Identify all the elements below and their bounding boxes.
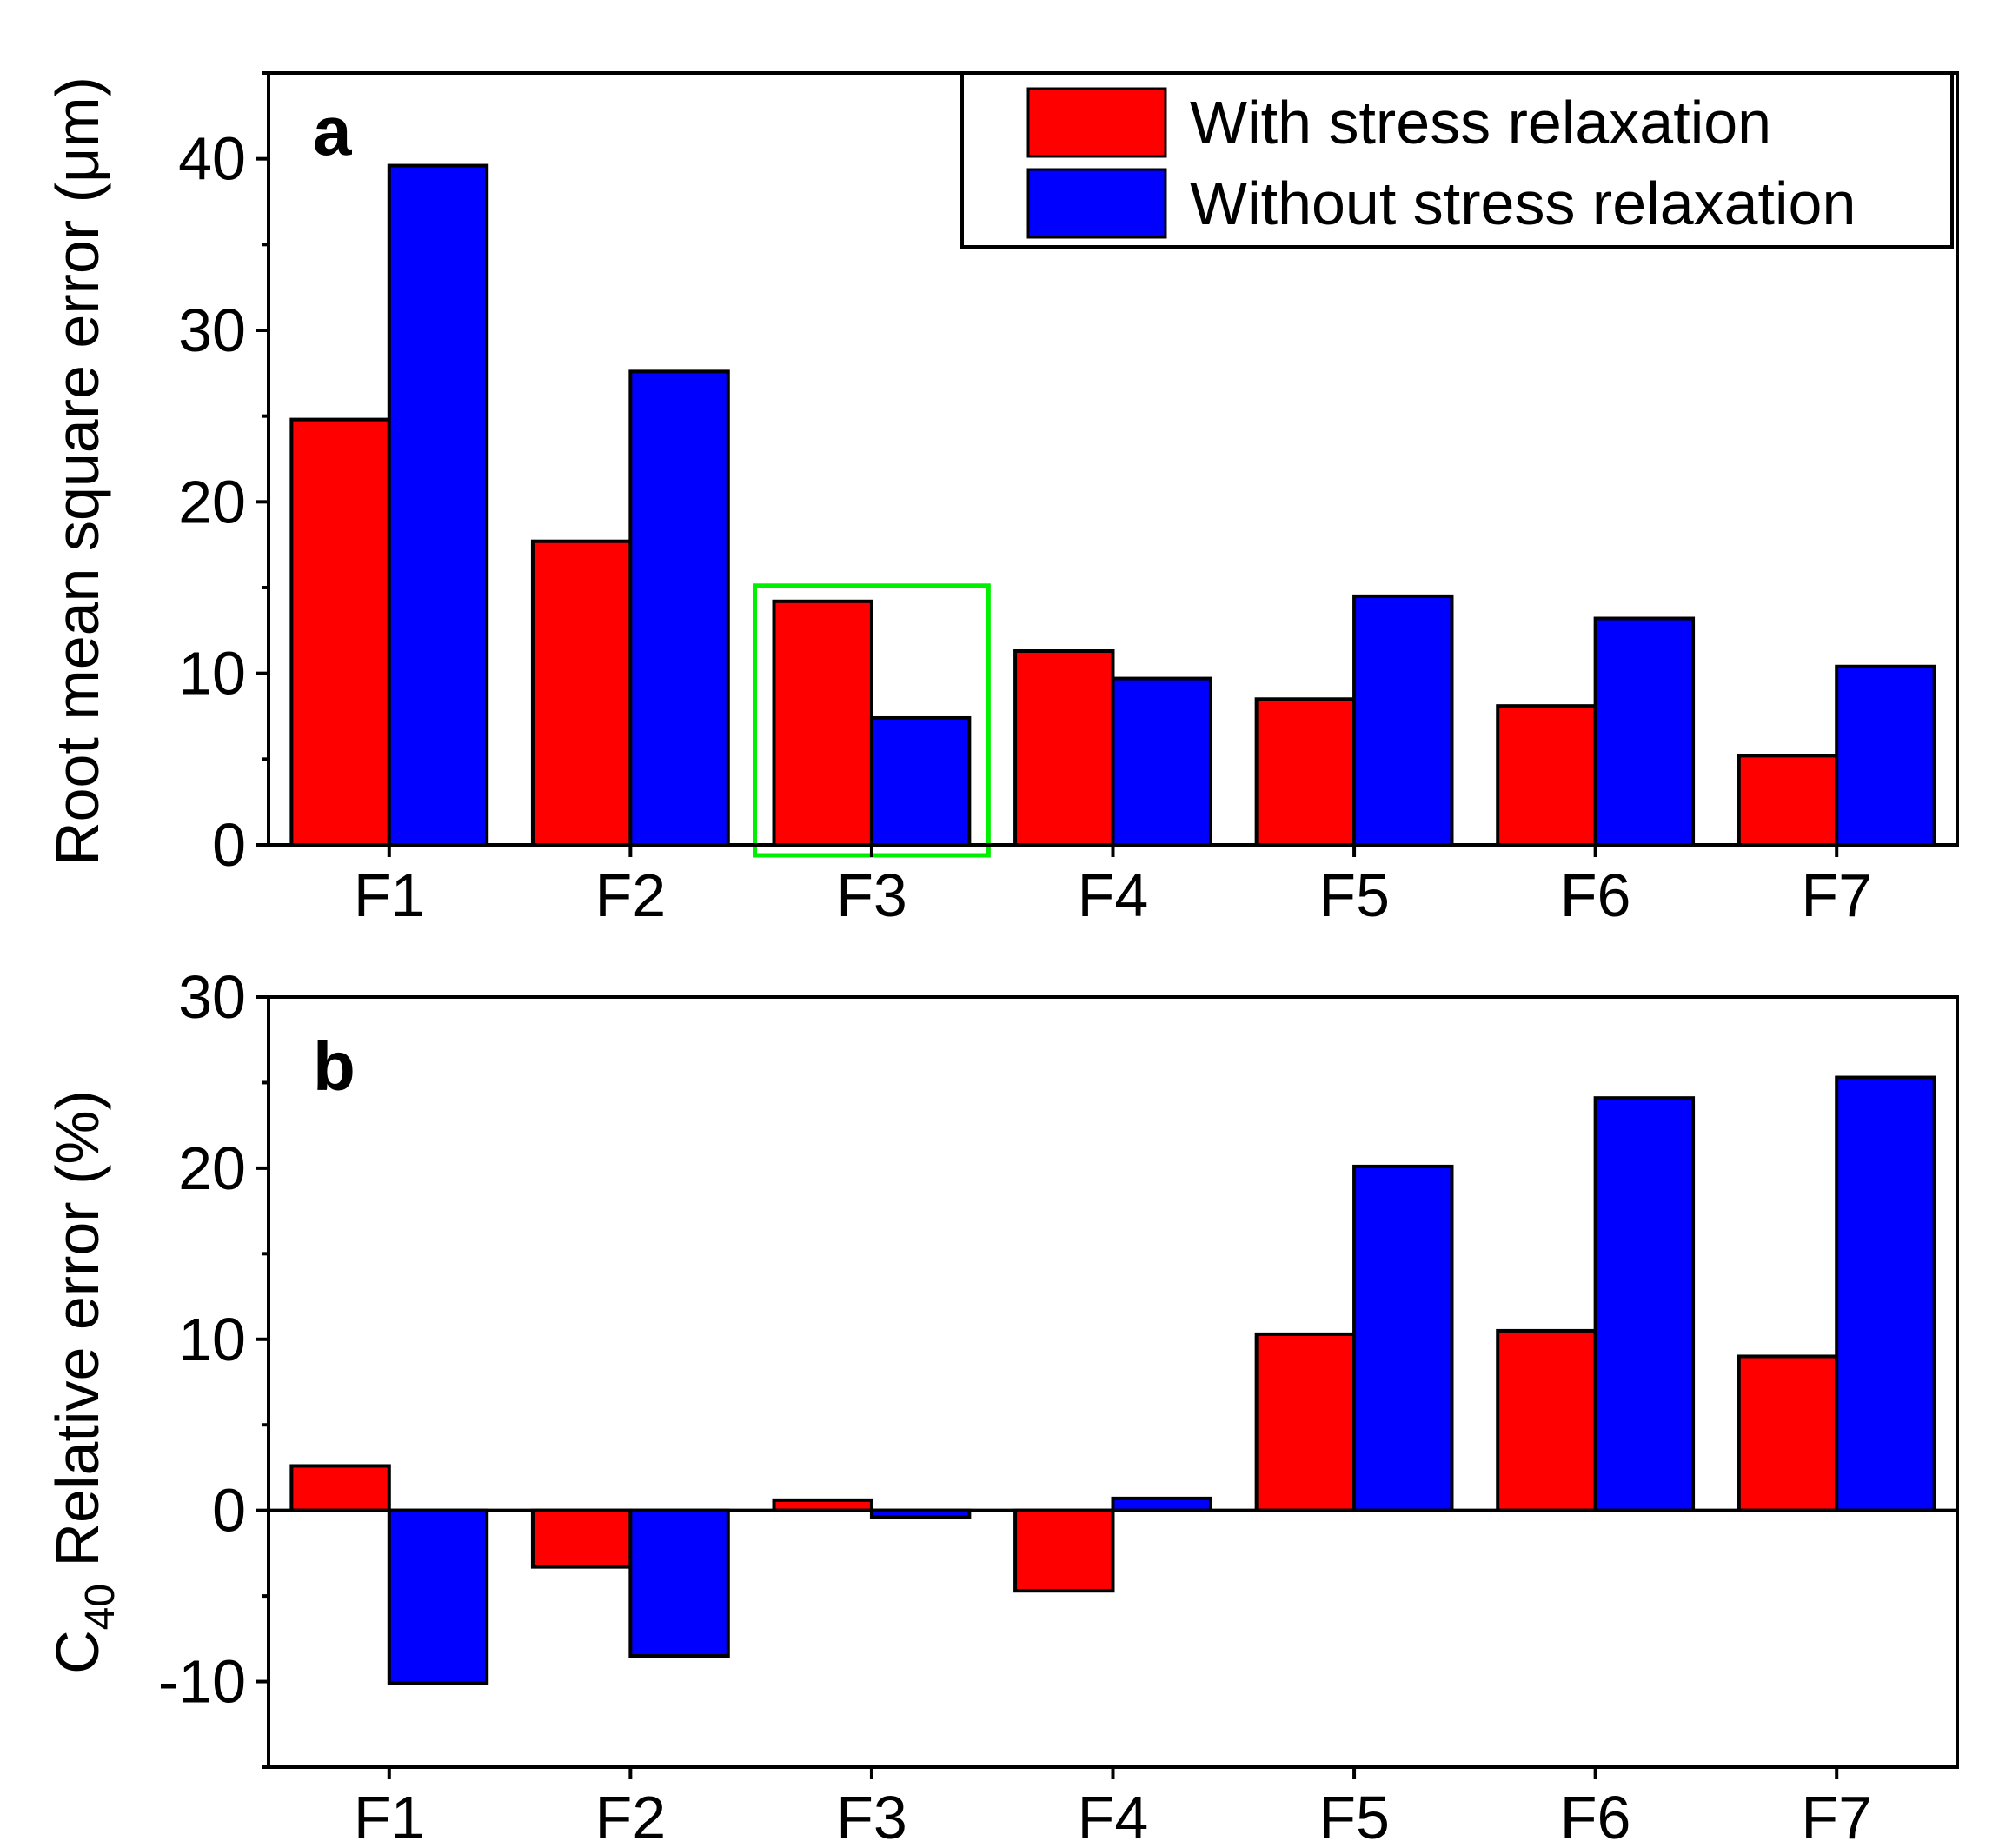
a-x-tick-label-f1: F1: [354, 861, 425, 929]
b-bar-f4-with: [1013, 1508, 1115, 1593]
a-bar-f3-with: [772, 599, 873, 848]
b-y-tick-label: -10: [158, 1648, 246, 1716]
a-bar-f6-with: [1496, 704, 1597, 847]
a-y-tick-label: 0: [212, 811, 246, 879]
b-bar-f6-with: [1496, 1328, 1597, 1512]
b-y-tick-label: 10: [178, 1306, 246, 1373]
a-bar-f5-without: [1352, 594, 1454, 847]
panel-a-y-axis-title: Root mean square error (μm): [43, 76, 111, 866]
a-y-tick-label: 40: [178, 125, 246, 193]
panel-b-y-axis-title-sub: 40: [77, 1584, 123, 1630]
panel-b-chart: -10 0 10 20 30 F1 F2 F3 F4 F5 F6 F7 b C40 Relative…: [43, 963, 1959, 1848]
legend-label-with: With stress relaxation: [1190, 89, 1771, 156]
b-x-tick-label-f2: F2: [595, 1784, 667, 1848]
a-bar-f7-without: [1835, 664, 1936, 847]
a-y-tick-label: 30: [178, 296, 246, 364]
a-bar-f2-with: [530, 539, 633, 847]
panel-b-letter: b: [313, 1027, 355, 1105]
b-bar-f2-without: [628, 1508, 730, 1659]
legend: With stress relaxation Without stress re…: [960, 71, 1954, 249]
b-bar-f7-with: [1737, 1354, 1839, 1512]
panel-b-bars: [289, 1075, 1936, 1685]
panel-b-y-axis-title-c: C: [43, 1630, 111, 1674]
panel-b-x-axis: F1 F2 F3 F4 F5 F6 F7: [354, 1767, 1872, 1848]
panel-b-frame: [267, 995, 1959, 1769]
panel-a-frame: [267, 71, 1959, 847]
a-bar-f1-with: [289, 417, 391, 847]
a-x-tick-label-f6: F6: [1560, 861, 1631, 929]
panel-b-y-axis: -10 0 10 20 30: [158, 963, 269, 1769]
b-bar-f7-without: [1835, 1075, 1936, 1512]
b-x-tick-label-f4: F4: [1078, 1784, 1149, 1848]
a-x-tick-label-f4: F4: [1078, 861, 1149, 929]
a-x-tick-label-f3: F3: [836, 861, 907, 929]
b-bar-f5-with: [1254, 1332, 1357, 1512]
b-y-tick-label: 0: [212, 1477, 246, 1545]
b-bar-f4-without: [1111, 1496, 1212, 1512]
panel-a-chart: 0 10 20 30 40 F1 F2 F3 F4 F5 F6 F7 a Root mean squ…: [43, 71, 1959, 929]
a-bar-f2-without: [628, 369, 730, 847]
a-bar-f3-without: [869, 715, 972, 847]
a-bar-f1-without: [387, 163, 489, 847]
a-bar-f5-with: [1254, 697, 1357, 847]
b-x-tick-label-f5: F5: [1318, 1784, 1390, 1848]
panel-a-x-axis: F1 F2 F3 F4 F5 F6 F7: [354, 845, 1872, 929]
a-y-tick-label: 20: [178, 468, 246, 535]
b-bar-f1-without: [387, 1508, 489, 1685]
b-bar-f2-with: [530, 1508, 633, 1569]
legend-swatch-without: [1026, 168, 1167, 239]
a-bar-f6-without: [1593, 616, 1696, 848]
panel-a-letter: a: [313, 92, 352, 170]
b-y-tick-label: 20: [178, 1134, 246, 1202]
panel-b-y-axis-title: C40 Relative error (%): [43, 1090, 123, 1674]
b-x-tick-label-f7: F7: [1801, 1784, 1872, 1848]
legend-swatch-with: [1026, 87, 1167, 158]
a-bar-f4-without: [1111, 676, 1212, 847]
legend-label-without: Without stress relaxation: [1190, 170, 1856, 237]
a-y-tick-label: 10: [178, 640, 246, 708]
b-bar-f1-with: [289, 1464, 391, 1512]
b-y-tick-label: 30: [178, 963, 246, 1031]
b-x-tick-label-f3: F3: [836, 1784, 907, 1848]
b-bar-f5-without: [1352, 1164, 1454, 1512]
a-x-tick-label-f5: F5: [1318, 861, 1390, 929]
b-bar-f6-without: [1593, 1096, 1696, 1512]
b-x-tick-label-f6: F6: [1560, 1784, 1631, 1848]
b-x-tick-label-f1: F1: [354, 1784, 425, 1848]
a-bar-f7-with: [1737, 754, 1839, 847]
a-x-tick-label-f7: F7: [1801, 861, 1872, 929]
a-bar-f4-with: [1013, 649, 1115, 847]
panel-a-bars: [289, 163, 1936, 848]
a-x-tick-label-f2: F2: [595, 861, 667, 929]
panel-a-y-axis: 0 10 20 30 40: [178, 71, 269, 879]
panel-b-y-axis-title-rest: Relative error (%): [43, 1090, 111, 1584]
